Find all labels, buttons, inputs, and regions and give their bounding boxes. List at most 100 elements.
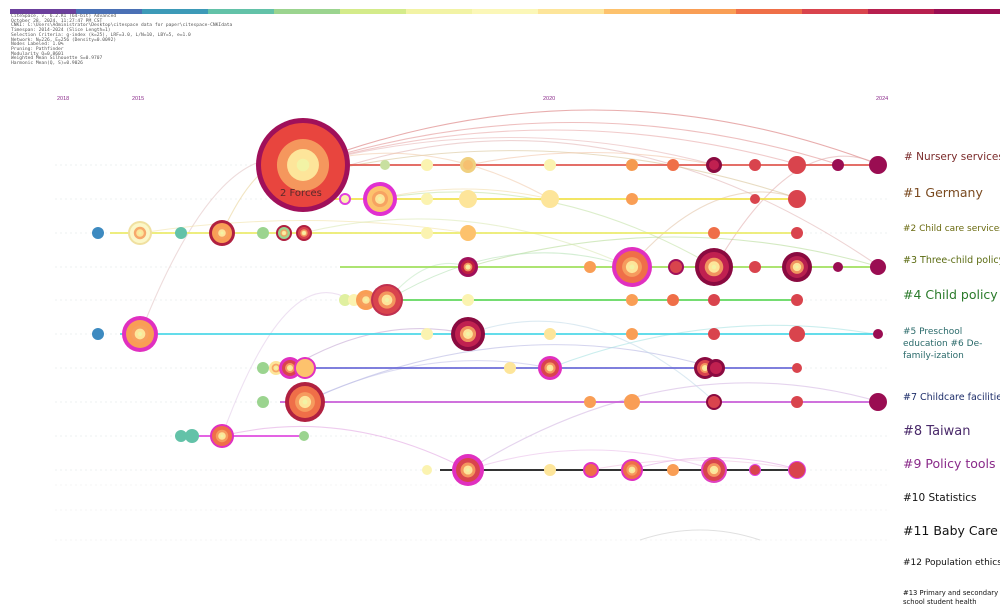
cluster-label-6[interactable]: #7 Childcare facilities <box>903 392 1000 403</box>
metadata-line: Nodes Labeled: 1.0% <box>11 42 64 48</box>
citation-node <box>873 329 883 339</box>
metadata-block: CiteSpace, v. 6.2.R1 (64-bit) Advanced Oc… <box>11 14 232 67</box>
cluster-label-0[interactable]: # Nursery services <box>904 151 1000 163</box>
year-label: 2015 <box>132 96 144 102</box>
citation-node <box>870 259 886 275</box>
cluster-label-11[interactable]: #12 Population ethics <box>903 558 1000 568</box>
node-core <box>364 298 368 302</box>
metadata-line: Selection Criteria: g-index (k=25), LRF=… <box>11 32 191 38</box>
cluster-label-1[interactable]: #1 Germany <box>903 185 983 200</box>
node-core <box>302 399 308 405</box>
citation-node <box>624 394 640 410</box>
citation-node <box>708 328 720 340</box>
node-core <box>220 434 224 438</box>
node-core <box>378 197 382 201</box>
cluster-label-5[interactable]: #5 Preschool education #6 De-family-izat… <box>903 327 983 361</box>
citation-node <box>626 328 638 340</box>
citation-node <box>584 261 596 273</box>
year-label: 2024 <box>876 96 888 102</box>
cluster-label-7[interactable]: #8 Taiwan <box>903 424 971 439</box>
citation-arc <box>467 320 716 403</box>
citation-node <box>460 225 476 241</box>
colorbar-segment <box>472 9 538 14</box>
citation-node <box>257 362 269 374</box>
citation-node <box>869 156 887 174</box>
node-core <box>137 331 143 337</box>
citation-arc <box>304 129 801 166</box>
colorbar-segment <box>538 9 604 14</box>
citation-node <box>791 227 803 239</box>
citation-node <box>749 261 761 273</box>
citation-node <box>791 396 803 408</box>
citation-node <box>296 359 314 377</box>
citation-node <box>544 328 556 340</box>
colorbar-segment <box>868 9 934 14</box>
citation-arc <box>639 529 761 541</box>
cluster-label-9[interactable]: #10 Statistics <box>903 492 977 504</box>
colorbar-segment <box>340 9 406 14</box>
citation-node <box>708 227 720 239</box>
citation-node <box>421 159 433 171</box>
node-core <box>384 297 390 303</box>
citation-node <box>504 362 516 374</box>
citation-node <box>422 465 432 475</box>
citation-arc <box>304 360 551 403</box>
cluster-label-10[interactable]: #11 Baby Care Lin <box>903 523 1000 538</box>
citation-node <box>421 227 433 239</box>
node-core <box>548 366 552 370</box>
colorbar-segment <box>670 9 736 14</box>
year-axis: 2018 2015 2020 2024 <box>57 96 888 102</box>
node-core <box>466 332 470 336</box>
citation-arc <box>467 151 716 166</box>
node-core <box>282 231 286 235</box>
citation-node <box>708 396 720 408</box>
cluster-label-3[interactable]: #3 Three-child policy <box>903 255 1000 266</box>
metadata-line: Modularity Q=0.8601 <box>11 51 64 57</box>
citation-arc <box>467 236 881 268</box>
colorbar-segment <box>406 9 472 14</box>
metadata-line: Network: N=226, E=256 (Density=0.0092) <box>11 37 117 43</box>
metadata-line: October 28, 2024, 11:27:47 PM CST <box>11 18 103 24</box>
node-core <box>630 468 634 472</box>
cluster-label-12[interactable]: #13 Primary and secondary school student… <box>903 589 999 606</box>
citation-node <box>463 160 473 170</box>
cluster-label-2[interactable]: #2 Child care services <box>903 224 1000 234</box>
colorbar-segment <box>76 9 142 14</box>
citation-arc <box>304 121 841 166</box>
citation-arc <box>304 137 716 166</box>
node-core <box>288 366 292 370</box>
citation-arc <box>139 219 469 234</box>
citation-node <box>788 190 806 208</box>
colorbar-segment <box>802 9 868 14</box>
node-core <box>466 468 470 472</box>
node-core <box>274 366 278 370</box>
citation-node <box>710 362 722 374</box>
citation-node <box>185 429 199 443</box>
citation-node <box>257 396 269 408</box>
citation-arc <box>302 218 631 268</box>
node-core <box>296 158 310 172</box>
metadata-line: Pruning: Pathfinder <box>11 46 64 52</box>
colorbar-segment <box>208 9 274 14</box>
citation-node <box>791 294 803 306</box>
citation-arc <box>467 382 881 471</box>
node-core <box>138 231 142 235</box>
colorbar-segment <box>604 9 670 14</box>
citation-arc <box>289 328 469 369</box>
citation-node <box>92 227 104 239</box>
node-core <box>703 366 707 370</box>
citation-node <box>175 430 187 442</box>
citation-node <box>792 363 802 373</box>
citation-node <box>869 393 887 411</box>
node-core <box>302 231 306 235</box>
citation-node <box>626 159 638 171</box>
cluster-label-4[interactable]: #4 Child policy <box>903 287 998 302</box>
citation-node <box>339 294 351 306</box>
citation-node <box>421 193 433 205</box>
colorbar-segment <box>274 9 340 14</box>
cluster-label-8[interactable]: #9 Policy tools <box>903 456 996 471</box>
citation-arc <box>221 292 351 437</box>
citation-node <box>670 261 682 273</box>
metadata-line: CiteSpace, v. 6.2.R1 (64-bit) Advanced <box>11 14 117 19</box>
colorbar-segment <box>736 9 802 14</box>
